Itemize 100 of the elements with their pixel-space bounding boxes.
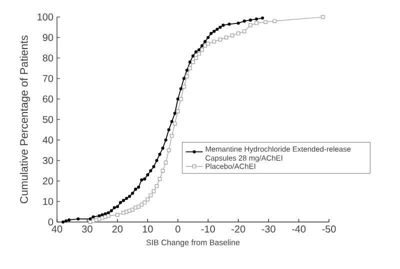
point [248, 23, 252, 28]
point [158, 152, 162, 156]
y-tick-label: 90 [42, 34, 54, 42]
x-tick-label: 10 [142, 226, 153, 233]
point [242, 29, 246, 34]
point [112, 206, 116, 210]
y-tick-label: 20 [42, 177, 54, 185]
point [146, 173, 150, 176]
point [264, 20, 268, 24]
point [212, 40, 216, 44]
point [158, 177, 162, 181]
point [222, 24, 225, 27]
point [104, 212, 107, 216]
point [137, 186, 140, 189]
point [272, 19, 276, 23]
point [236, 32, 240, 36]
point [128, 194, 132, 198]
point [185, 68, 188, 72]
point [148, 193, 153, 198]
point [260, 16, 264, 20]
x-tick-label: 20 [112, 226, 123, 233]
point [149, 169, 152, 172]
point [188, 60, 192, 64]
y-tick-label: 100 [38, 13, 54, 21]
point [194, 56, 198, 60]
x-tick-label: -40 [292, 226, 306, 233]
point [161, 146, 164, 150]
point [191, 54, 195, 58]
point [200, 44, 204, 48]
point [106, 214, 110, 218]
point [248, 18, 252, 22]
point [92, 215, 95, 218]
point [179, 87, 182, 90]
point [224, 36, 228, 40]
point [131, 192, 134, 195]
point [218, 26, 222, 29]
point [254, 18, 258, 21]
point [155, 158, 158, 162]
point [218, 38, 222, 42]
point [88, 217, 92, 220]
point [212, 30, 216, 33]
point [197, 52, 201, 56]
point [143, 177, 146, 180]
point [191, 60, 195, 64]
point [134, 188, 138, 191]
point [206, 36, 210, 40]
point [206, 42, 210, 46]
point [182, 84, 186, 89]
x-tick-label: -10 [201, 226, 215, 233]
point [164, 138, 168, 142]
point [242, 20, 246, 23]
point [134, 206, 138, 210]
y-tick-label: 80 [42, 54, 54, 62]
point [68, 218, 71, 222]
x-tick-label: -20 [232, 226, 246, 233]
point [167, 128, 170, 132]
point [172, 122, 177, 126]
point [98, 214, 101, 218]
point [210, 32, 213, 35]
point [185, 74, 189, 78]
x-tick-label: -30 [262, 226, 276, 233]
point [154, 184, 159, 188]
point [106, 211, 110, 214]
y-tick-label: 50 [42, 116, 54, 124]
point [100, 213, 104, 216]
point [116, 212, 120, 217]
point [179, 97, 183, 101]
point [64, 219, 68, 223]
point [164, 160, 168, 164]
point [194, 50, 198, 54]
point [122, 198, 126, 202]
point [118, 200, 122, 204]
point [170, 120, 174, 124]
point [76, 217, 80, 220]
point [230, 34, 234, 38]
point [173, 112, 176, 115]
point [197, 48, 201, 52]
point [176, 97, 180, 101]
point [61, 220, 65, 224]
y-tick-label: 30 [42, 156, 54, 164]
point [170, 134, 174, 138]
point [103, 214, 108, 219]
point [140, 202, 144, 206]
x-tick-label: 0 [176, 226, 180, 233]
x-tick-label: 40 [52, 226, 62, 233]
point [182, 76, 186, 80]
point [200, 48, 204, 52]
y-tick-label: 70 [42, 74, 54, 82]
point [116, 205, 119, 208]
y-tick-label: 0 [48, 218, 54, 226]
y-axis-title: Cumulative Percentage of Patients [20, 36, 30, 204]
point [321, 15, 325, 19]
point [140, 178, 144, 182]
point [204, 40, 207, 44]
x-tick-label: -50 [322, 226, 336, 233]
y-tick-label: 60 [42, 95, 54, 103]
point [146, 198, 150, 202]
point [188, 66, 192, 70]
x-tick-label: 30 [82, 226, 92, 233]
y-tick-label: 10 [43, 198, 54, 206]
